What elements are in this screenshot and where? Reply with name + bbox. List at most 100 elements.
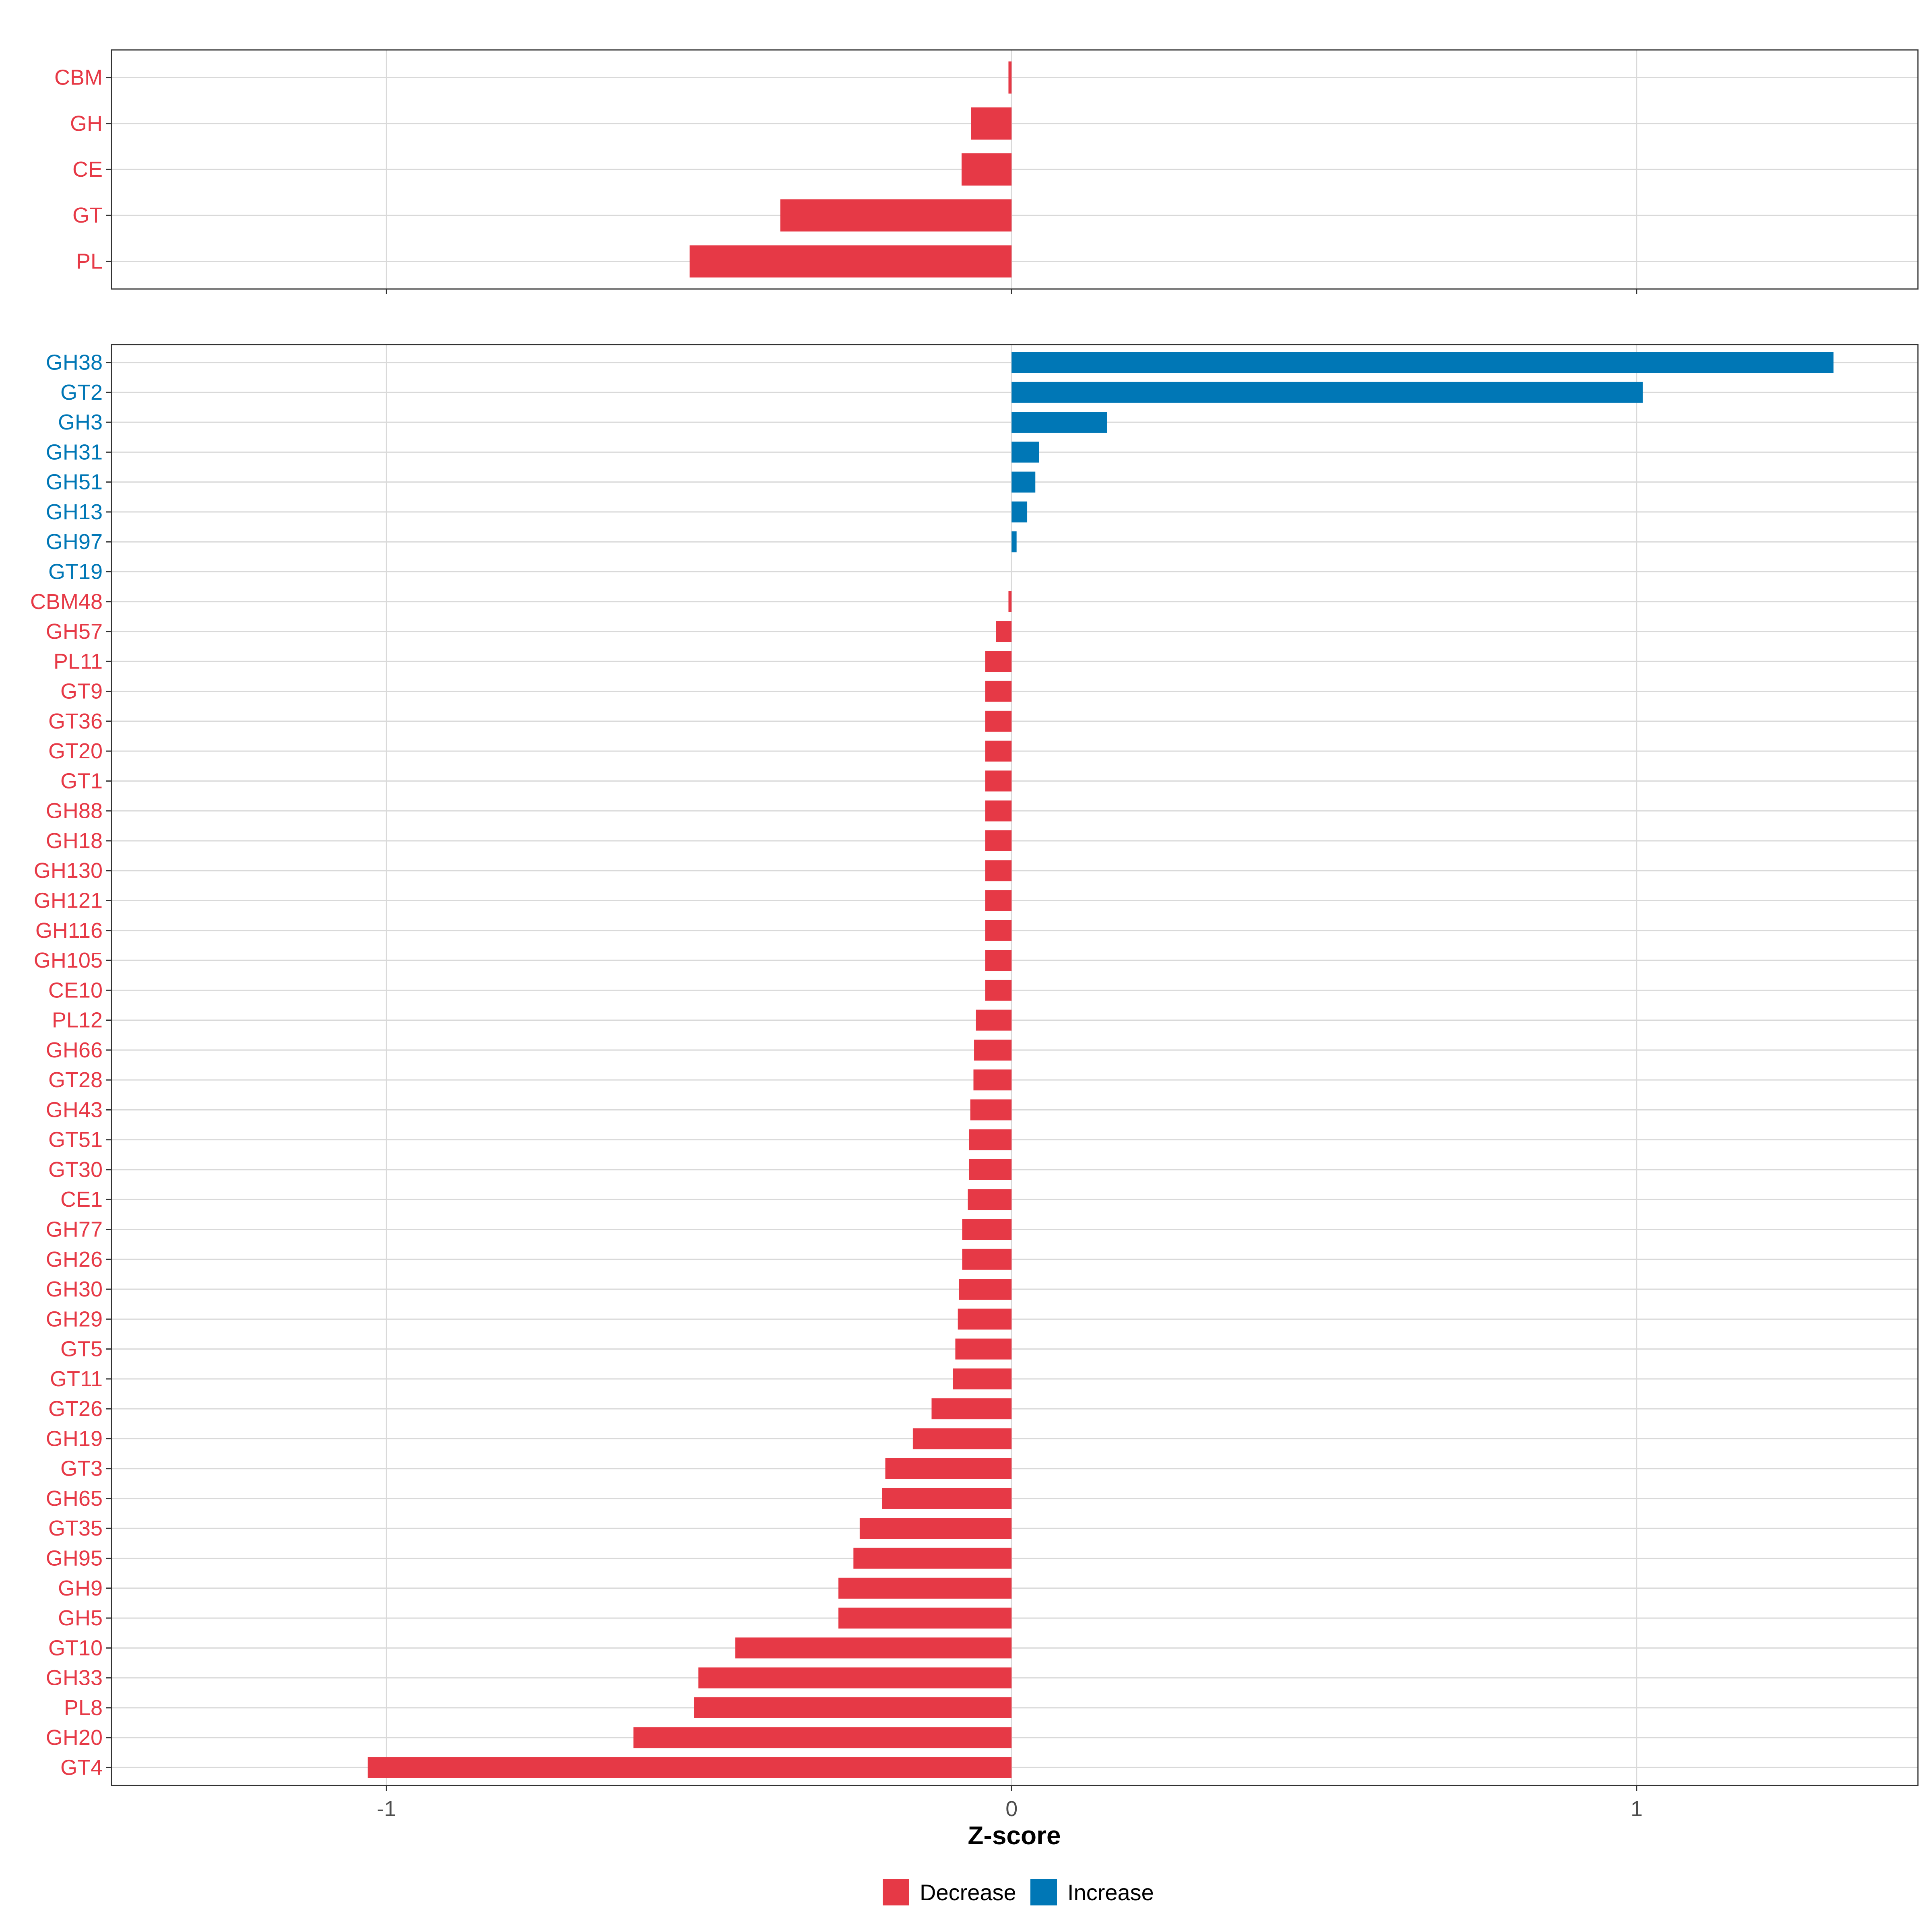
family-label-gh38: GH38	[46, 351, 103, 375]
class-bar-gh	[971, 107, 1012, 140]
legend-label-increase: Increase	[1067, 1880, 1154, 1905]
family-label-gh18: GH18	[46, 829, 103, 853]
family-bar-gh97	[1011, 531, 1017, 553]
class-label-pl: PL	[76, 249, 103, 273]
family-label-gh33: GH33	[46, 1666, 103, 1690]
family-label-ce1: CE1	[60, 1187, 103, 1212]
family-bar-gh31	[1011, 442, 1039, 463]
family-bar-gh9	[838, 1577, 1012, 1599]
family-panel-gridlines	[111, 345, 1918, 1785]
family-bar-pl12	[976, 1009, 1012, 1031]
family-bar-gt3	[885, 1458, 1012, 1479]
family-bar-gh57	[996, 621, 1012, 642]
family-label-gh105: GH105	[34, 948, 103, 972]
family-label-gh31: GH31	[46, 440, 103, 464]
legend-swatch-increase	[1030, 1879, 1057, 1905]
family-label-gt9: GT9	[60, 679, 103, 704]
family-bar-ce10	[985, 980, 1012, 1001]
family-label-gh121: GH121	[34, 888, 103, 912]
family-bar-gh18	[985, 830, 1012, 851]
family-bar-cbm48	[1008, 591, 1012, 612]
family-bar-gh43	[970, 1099, 1012, 1121]
family-bar-gt5	[955, 1338, 1012, 1360]
x-tick-label: 0	[1005, 1797, 1018, 1821]
family-label-gh51: GH51	[46, 470, 103, 494]
family-label-gh26: GH26	[46, 1247, 103, 1271]
family-bar-gt20	[985, 741, 1012, 762]
class-bar-cbm	[1008, 61, 1012, 94]
family-label-gh30: GH30	[46, 1277, 103, 1301]
family-bar-gh29	[958, 1309, 1012, 1330]
class-bar-gt	[780, 199, 1012, 232]
family-panel-bars	[367, 352, 1834, 1778]
family-bar-gt9	[985, 681, 1012, 702]
family-label-gt10: GT10	[48, 1636, 103, 1660]
class-panel-category-labels: CBM GH CE GT PL	[54, 66, 111, 273]
legend-label-decrease: Decrease	[920, 1880, 1016, 1905]
family-label-gh5: GH5	[58, 1606, 103, 1630]
family-panel-category-labels: GH38 GT2 GH3 GH31 GH51 GH13 GH97 GT19 CBM48 GH57 P…	[30, 351, 111, 1779]
class-label-ce: CE	[72, 157, 103, 182]
family-bar-gh66	[974, 1039, 1012, 1061]
family-bar-pl8	[694, 1697, 1012, 1718]
family-label-pl11: PL11	[54, 649, 103, 673]
family-label-pl8: PL8	[64, 1696, 103, 1720]
family-label-gh66: GH66	[46, 1038, 103, 1062]
family-label-gt26: GT26	[48, 1397, 103, 1421]
family-panel: GH38GT2GH3GH31GH51GH13GH97GT19CBM48GH57P…	[30, 344, 1919, 1821]
family-bar-gt35	[859, 1518, 1012, 1539]
legend: Decrease Increase	[883, 1879, 1154, 1905]
family-label-gh77: GH77	[46, 1218, 103, 1242]
family-label-gt36: GT36	[48, 709, 103, 733]
family-bar-gh65	[882, 1488, 1012, 1509]
family-label-gt3: GT3	[60, 1457, 103, 1481]
x-tick-label: -1	[377, 1797, 396, 1821]
legend-swatch-decrease	[883, 1879, 909, 1905]
family-label-gh3: GH3	[58, 410, 103, 434]
family-bar-gh105	[985, 950, 1012, 971]
family-bar-gt26	[931, 1398, 1012, 1420]
family-label-gt2: GT2	[60, 380, 103, 405]
class-panel-gridlines	[111, 50, 1918, 289]
family-label-gh43: GH43	[46, 1098, 103, 1122]
family-bar-gh51	[1011, 471, 1036, 493]
family-bar-gh88	[985, 800, 1012, 822]
family-label-gt20: GT20	[48, 739, 103, 763]
family-bar-gt28	[973, 1069, 1012, 1091]
family-label-gh13: GH13	[46, 500, 103, 524]
family-bar-gh19	[912, 1428, 1012, 1449]
family-label-gh9: GH9	[58, 1576, 103, 1600]
family-bar-gt1	[985, 770, 1012, 792]
family-bar-gh13	[1011, 501, 1028, 522]
family-label-gh97: GH97	[46, 530, 103, 554]
family-bar-gt30	[969, 1159, 1012, 1180]
family-panel-x-ticks: -1 0 1	[377, 1785, 1643, 1821]
family-label-cbm48: CBM48	[30, 590, 103, 614]
family-bar-gh26	[962, 1249, 1012, 1270]
family-label-gh130: GH130	[34, 859, 103, 883]
class-panel-bars	[689, 61, 1012, 278]
family-bar-gh20	[633, 1727, 1012, 1748]
family-label-gt19: GT19	[48, 559, 103, 584]
family-label-gt1: GT1	[60, 769, 103, 793]
family-panel-border	[111, 344, 1919, 1786]
family-bar-gh116	[985, 920, 1012, 941]
family-label-gh19: GH19	[46, 1426, 103, 1451]
family-bar-gh3	[1011, 412, 1107, 433]
family-bar-gt36	[985, 710, 1012, 732]
family-label-gh88: GH88	[46, 799, 103, 823]
class-panel: CBM GH CE GT PL	[54, 49, 1919, 294]
family-bar-gh38	[1011, 352, 1834, 373]
class-bar-pl	[689, 245, 1012, 278]
family-label-ce10: CE10	[48, 978, 103, 1002]
family-bar-ce1	[968, 1189, 1012, 1210]
family-label-gh116: GH116	[35, 919, 103, 943]
family-bar-gh33	[698, 1667, 1012, 1688]
family-label-gt35: GT35	[48, 1516, 103, 1540]
class-panel-x-ticks	[386, 289, 1637, 294]
family-label-gh29: GH29	[46, 1307, 103, 1331]
family-label-gh95: GH95	[46, 1546, 103, 1571]
family-bar-gt4	[367, 1757, 1012, 1778]
family-bar-gh5	[838, 1608, 1012, 1629]
